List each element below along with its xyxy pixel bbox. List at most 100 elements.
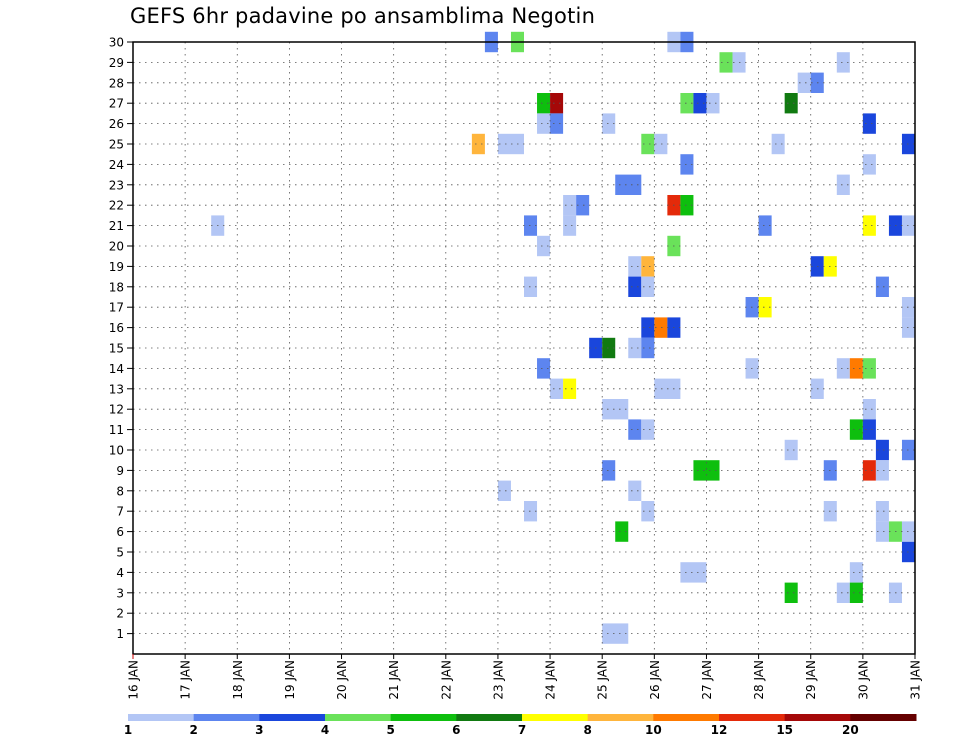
colorbar-swatch-9 <box>719 714 786 721</box>
cell-27 <box>615 174 642 195</box>
colorbar-swatch-7 <box>587 714 654 721</box>
y-tick-20: 20 <box>109 240 124 254</box>
colorbar-swatch-3 <box>325 714 392 721</box>
y-tick-9: 9 <box>116 464 124 478</box>
cell-25 <box>680 154 694 175</box>
cell-40 <box>537 235 551 257</box>
cell-46 <box>524 276 538 297</box>
colorbar-swatch-1 <box>193 714 260 721</box>
cell-90 <box>615 521 629 542</box>
x-tick-13: 29 JAN <box>804 660 818 700</box>
cell-19 <box>471 133 485 155</box>
cell-86 <box>524 501 538 522</box>
y-tick-21: 21 <box>109 219 124 233</box>
cell-64 <box>849 358 863 379</box>
cells-layer <box>211 31 915 644</box>
cell-61 <box>537 358 551 379</box>
cell-60 <box>641 337 655 359</box>
x-tick-11: 27 JAN <box>700 660 714 700</box>
chart-title: GEFS 6hr padavine po ansamblima Negotin <box>130 4 596 28</box>
cell-53 <box>641 317 655 338</box>
cell-87 <box>641 501 655 522</box>
cell-77 <box>875 439 889 461</box>
colorbar-swatch-8 <box>653 714 720 721</box>
y-tick-4: 4 <box>116 566 124 580</box>
cell-76 <box>784 439 798 461</box>
cell-59 <box>628 337 642 359</box>
y-tick-5: 5 <box>116 546 124 560</box>
y-tick-16: 16 <box>109 321 124 335</box>
x-tick-14: 30 JAN <box>856 660 870 700</box>
y-tick-29: 29 <box>109 56 124 70</box>
cell-16 <box>550 113 564 134</box>
colorbar-swatch-5 <box>456 714 523 721</box>
x-tick-5: 21 JAN <box>387 660 401 700</box>
cell-35 <box>563 215 577 236</box>
cell-66 <box>550 378 564 399</box>
colorbar-label-7: 7 <box>518 723 526 737</box>
y-tick-12: 12 <box>109 403 124 417</box>
y-tick-17: 17 <box>109 301 124 315</box>
x-tick-9: 25 JAN <box>596 660 610 700</box>
cell-82 <box>862 460 876 481</box>
y-tick-23: 23 <box>109 178 124 192</box>
cell-34 <box>524 215 538 236</box>
cell-95 <box>680 562 707 583</box>
cell-28 <box>836 174 850 195</box>
colorbar-swatch-0 <box>128 714 195 721</box>
cell-99 <box>849 582 863 603</box>
y-tick-25: 25 <box>109 138 124 152</box>
cell-48 <box>641 276 655 297</box>
cell-6 <box>836 52 850 73</box>
cell-96 <box>849 562 863 583</box>
colorbar-label-6: 6 <box>452 723 460 737</box>
cell-7 <box>797 72 811 93</box>
y-tick-26: 26 <box>109 117 124 131</box>
colorbar-swatch-4 <box>390 714 457 721</box>
cell-73 <box>641 419 655 440</box>
cell-83 <box>875 460 889 481</box>
x-tick-3: 19 JAN <box>283 660 297 700</box>
cell-75 <box>862 419 876 440</box>
cell-79 <box>602 460 616 481</box>
cell-4 <box>719 52 733 73</box>
cell-13 <box>706 93 720 114</box>
colorbar: 1 2 3 4 5 6 7 8 10 12 15 20 <box>124 714 917 737</box>
cell-30 <box>576 195 590 216</box>
colorbar-label-12: 12 <box>711 723 728 737</box>
cell-84 <box>497 480 511 501</box>
cell-23 <box>771 133 785 155</box>
colorbar-label-3: 3 <box>255 723 263 737</box>
y-tick-19: 19 <box>109 260 124 274</box>
x-tick-12: 28 JAN <box>752 660 766 700</box>
x-tick-4: 20 JAN <box>335 660 349 700</box>
cell-29 <box>563 195 577 216</box>
y-tick-24: 24 <box>109 158 124 172</box>
cell-70 <box>602 399 629 420</box>
cell-37 <box>862 215 876 236</box>
colorbar-label-1: 1 <box>124 723 132 737</box>
x-tick-0: 16 JAN <box>127 660 141 700</box>
cell-63 <box>836 358 850 379</box>
x-tick-1: 17 JAN <box>179 660 193 700</box>
y-tick-2: 2 <box>116 607 124 621</box>
cell-43 <box>641 256 655 277</box>
cell-74 <box>849 419 863 440</box>
x-axis: 16 JAN 17 JAN 18 JAN 19 JAN 20 JAN 21 JAN 22 J… <box>127 654 923 700</box>
cell-18 <box>862 113 876 134</box>
colorbar-label-15: 15 <box>776 723 793 737</box>
y-tick-6: 6 <box>116 525 124 539</box>
cell-32 <box>680 195 694 216</box>
x-tick-8: 24 JAN <box>544 660 558 700</box>
cell-47 <box>628 276 642 297</box>
cell-22 <box>654 133 668 155</box>
cell-9 <box>537 93 551 114</box>
cell-10 <box>550 93 564 114</box>
cell-26 <box>862 154 876 175</box>
cell-67 <box>563 378 577 399</box>
cell-72 <box>628 419 642 440</box>
y-tick-18: 18 <box>109 280 124 294</box>
cell-15 <box>537 113 551 134</box>
cell-36 <box>758 215 772 236</box>
y-tick-8: 8 <box>116 484 124 498</box>
